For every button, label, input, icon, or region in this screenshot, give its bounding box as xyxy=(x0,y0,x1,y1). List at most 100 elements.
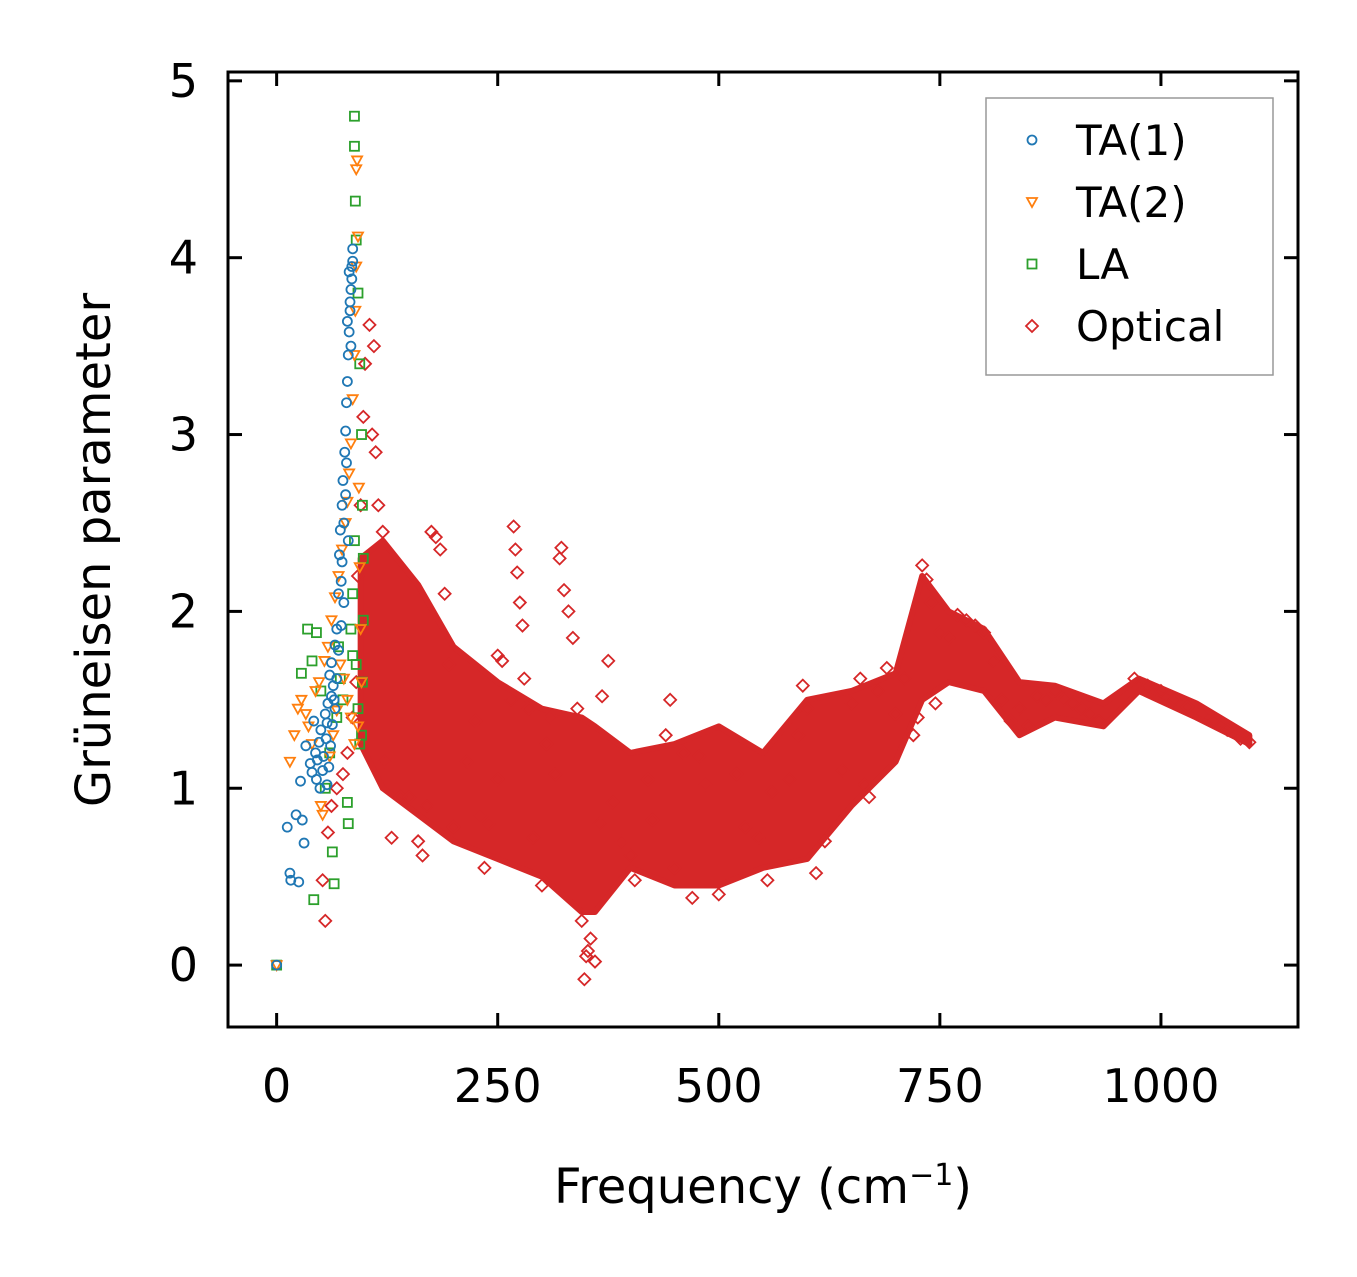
point-optical xyxy=(583,931,598,946)
point-ta1 xyxy=(341,397,352,409)
point-ta1 xyxy=(318,751,329,762)
point-optical xyxy=(580,943,596,959)
point-ta1 xyxy=(335,620,347,631)
x-tick-label: 750 xyxy=(896,1059,984,1113)
point-ta2 xyxy=(333,659,347,672)
point-la xyxy=(349,195,361,207)
point-optical xyxy=(764,784,780,800)
point-ta1 xyxy=(347,255,359,267)
point-optical xyxy=(432,542,448,557)
optical-density-band xyxy=(357,537,1253,916)
point-la xyxy=(354,358,366,370)
point-ta1 xyxy=(298,837,310,849)
point-optical xyxy=(348,674,364,690)
point-ta1 xyxy=(326,657,337,669)
point-la xyxy=(357,499,368,511)
point-optical xyxy=(384,830,399,846)
point-ta2 xyxy=(312,677,326,689)
point-ta2 xyxy=(326,730,340,743)
point-ta1 xyxy=(338,597,350,608)
point-optical xyxy=(509,565,525,580)
point-ta1 xyxy=(284,867,296,879)
point-optical xyxy=(516,671,532,686)
point-ta1 xyxy=(339,446,351,458)
point-optical xyxy=(879,660,895,676)
point-optical xyxy=(503,692,519,708)
point-optical xyxy=(446,819,461,835)
point-optical xyxy=(402,789,417,805)
point-optical xyxy=(662,692,678,708)
point-ta2 xyxy=(344,438,358,451)
point-optical xyxy=(729,766,744,782)
point-optical xyxy=(357,356,373,372)
point-optical xyxy=(534,878,550,893)
legend-label-la: LA xyxy=(1076,240,1129,289)
point-ta2 xyxy=(351,721,365,734)
point-ta1 xyxy=(320,733,332,745)
point-ta1 xyxy=(314,782,326,794)
point-optical xyxy=(506,519,521,534)
point-ta1 xyxy=(315,724,327,736)
point-optical xyxy=(437,586,452,601)
axis-tick-labels: 0 250 500 750 1000 0 1 2 3 4 5 xyxy=(169,54,1220,1113)
point-optical xyxy=(441,657,457,672)
point-ta2 xyxy=(342,468,356,481)
point-optical xyxy=(738,819,753,835)
point-ta1 xyxy=(341,315,353,327)
point-optical xyxy=(547,766,563,782)
point-optical xyxy=(614,834,629,849)
point-optical xyxy=(512,595,528,610)
point-optical xyxy=(415,848,430,863)
point-ta1 xyxy=(290,809,302,821)
point-optical xyxy=(324,798,339,814)
x-tick-label: 250 xyxy=(454,1059,542,1113)
point-ta2 xyxy=(347,739,361,751)
point-optical xyxy=(468,713,483,729)
point-optical xyxy=(645,812,660,828)
point-optical xyxy=(1153,683,1169,699)
point-optical xyxy=(1074,701,1089,716)
point-optical xyxy=(543,710,559,725)
point-la xyxy=(302,623,313,635)
point-ta2 xyxy=(354,624,368,636)
point-optical xyxy=(684,890,700,906)
point-ta1 xyxy=(296,814,308,826)
legend-label-ta2: TA(2) xyxy=(1075,178,1187,227)
x-tick-label: 1000 xyxy=(1102,1059,1219,1113)
point-optical xyxy=(494,653,510,669)
point-optical xyxy=(817,834,833,849)
point-ta1 xyxy=(343,326,355,338)
point-optical xyxy=(574,913,589,929)
point-optical xyxy=(976,625,992,640)
point-optical xyxy=(835,763,850,778)
point-la xyxy=(341,796,353,808)
point-optical xyxy=(627,872,643,888)
point-la xyxy=(350,234,362,246)
legend: TA(1) TA(2) LA Optical xyxy=(985,97,1274,376)
point-ta2 xyxy=(314,801,328,813)
legend-marker-optical xyxy=(1024,318,1040,334)
point-optical xyxy=(600,653,616,669)
point-optical xyxy=(481,816,497,831)
point-optical xyxy=(362,317,377,333)
point-optical xyxy=(640,772,656,787)
point-optical xyxy=(852,671,868,686)
point-optical xyxy=(377,754,392,769)
point-optical xyxy=(667,860,682,876)
point-ta2 xyxy=(316,809,330,822)
point-optical xyxy=(353,498,368,513)
point-optical xyxy=(366,338,382,354)
point-optical xyxy=(1140,678,1155,693)
point-optical xyxy=(570,701,585,716)
point-optical xyxy=(967,618,983,633)
point-ta1 xyxy=(336,556,348,568)
point-ta2 xyxy=(301,721,316,734)
point-optical xyxy=(888,706,903,722)
point-optical xyxy=(1029,689,1045,704)
point-ta1 xyxy=(329,703,341,715)
point-optical xyxy=(1056,692,1071,708)
point-optical xyxy=(419,798,435,814)
point-ta2 xyxy=(283,756,297,769)
y-tick-label: 2 xyxy=(169,584,198,638)
